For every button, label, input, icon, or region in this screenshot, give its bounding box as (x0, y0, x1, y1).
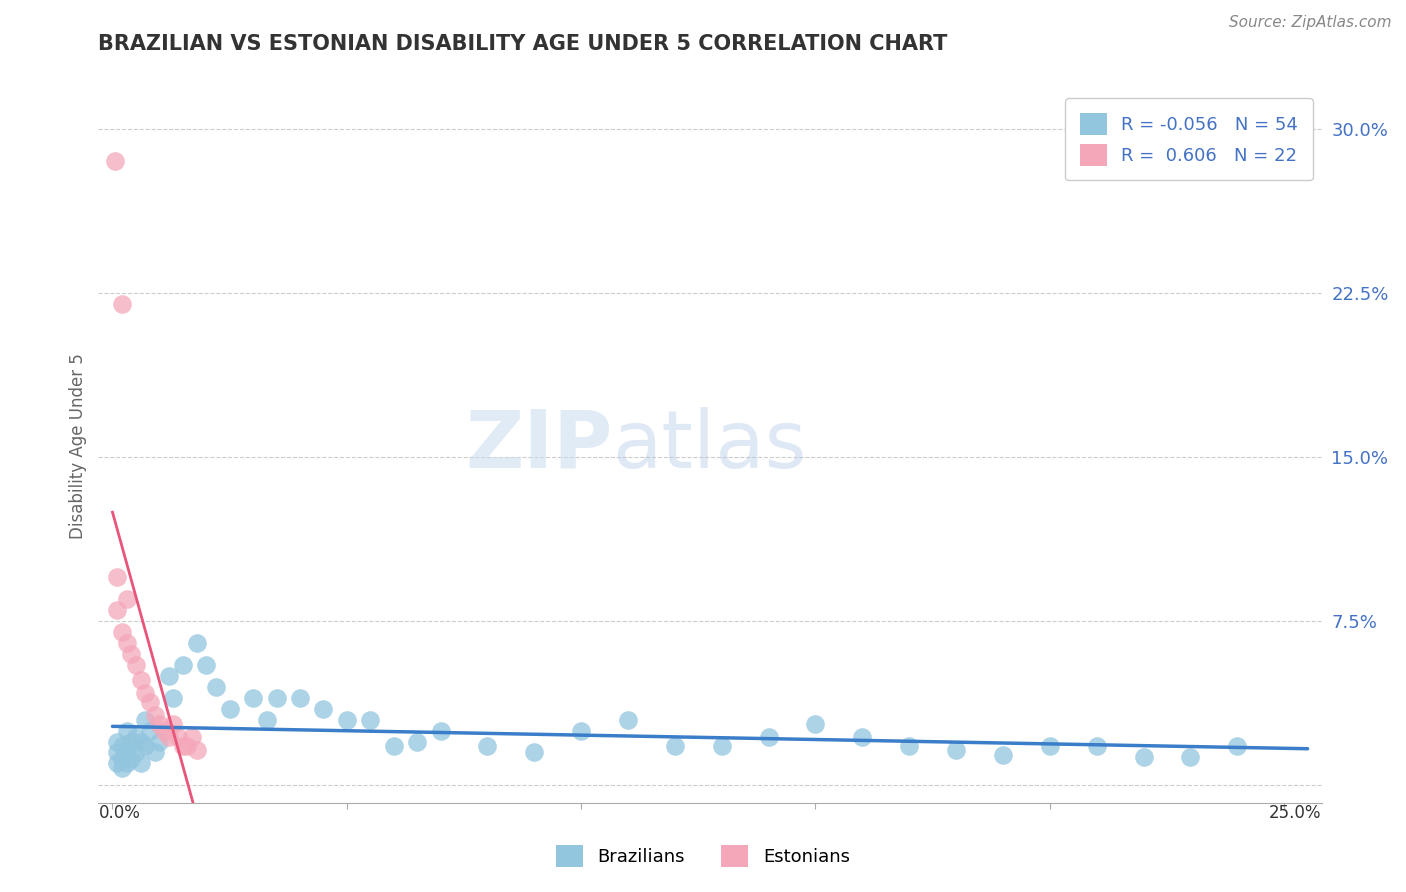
Point (186, 636, 208, 650)
Point (115, 746, 138, 760)
Point (569, 723, 592, 738)
Point (172, 739, 194, 753)
Point (991, 747, 1014, 762)
Point (617, 713, 640, 727)
Point (120, 752, 142, 766)
Point (288, 690, 311, 705)
Point (105, 756, 128, 771)
Point (129, 673, 152, 688)
Point (115, 636, 138, 650)
Point (111, 296, 134, 310)
Point (1132, 749, 1154, 764)
Point (804, 717, 827, 731)
Point (898, 739, 921, 753)
Point (851, 730, 873, 744)
Point (105, 603, 128, 617)
Point (120, 647, 142, 661)
Point (1180, 749, 1202, 764)
Point (477, 739, 499, 753)
Point (105, 570, 128, 584)
Point (1226, 739, 1249, 753)
Point (758, 730, 780, 744)
Point (111, 625, 134, 640)
Point (148, 734, 170, 748)
Point (312, 701, 335, 715)
Point (143, 708, 166, 723)
Point (129, 756, 152, 771)
Point (105, 734, 128, 748)
Point (115, 723, 138, 738)
Point (157, 669, 180, 683)
Point (242, 690, 264, 705)
Point (134, 739, 156, 753)
Point (176, 739, 198, 753)
Point (218, 701, 240, 715)
Point (162, 690, 184, 705)
Point (125, 746, 148, 760)
Point (204, 680, 226, 694)
Point (148, 717, 170, 731)
Point (429, 723, 451, 738)
Point (1085, 739, 1108, 753)
Point (105, 746, 128, 760)
Point (664, 739, 686, 753)
Point (111, 739, 134, 753)
Point (167, 730, 190, 744)
Point (153, 723, 176, 738)
Point (134, 713, 156, 727)
Point (266, 690, 288, 705)
Point (336, 713, 359, 727)
Text: 25.0%: 25.0% (1270, 805, 1322, 822)
Text: atlas: atlas (612, 407, 807, 485)
Point (143, 746, 166, 760)
Point (115, 592, 138, 607)
Point (104, 154, 127, 169)
Point (406, 734, 429, 748)
Legend: R = -0.056   N = 54, R =  0.606   N = 22: R = -0.056 N = 54, R = 0.606 N = 22 (1066, 98, 1313, 180)
Point (945, 743, 967, 757)
Point (256, 713, 278, 727)
Point (120, 734, 142, 748)
Point (139, 695, 162, 709)
Point (186, 743, 208, 757)
Point (1039, 739, 1062, 753)
Point (125, 657, 148, 672)
Point (134, 686, 156, 700)
Point (115, 756, 138, 771)
Point (162, 717, 184, 731)
Text: 0.0%: 0.0% (98, 805, 141, 822)
Point (181, 730, 204, 744)
Point (359, 713, 381, 727)
Legend: Brazilians, Estonians: Brazilians, Estonians (548, 838, 858, 874)
Point (111, 752, 134, 766)
Point (172, 657, 194, 672)
Y-axis label: Disability Age Under 5: Disability Age Under 5 (69, 353, 87, 539)
Point (125, 730, 148, 744)
Point (129, 734, 152, 748)
Text: BRAZILIAN VS ESTONIAN DISABILITY AGE UNDER 5 CORRELATION CHART: BRAZILIAN VS ESTONIAN DISABILITY AGE UND… (98, 34, 948, 54)
Point (710, 739, 733, 753)
Point (157, 730, 180, 744)
Text: Source: ZipAtlas.com: Source: ZipAtlas.com (1229, 15, 1392, 29)
Point (523, 746, 546, 760)
Point (195, 657, 218, 672)
Point (111, 761, 134, 775)
Text: ZIP: ZIP (465, 407, 612, 485)
Point (139, 723, 162, 738)
Point (382, 739, 405, 753)
